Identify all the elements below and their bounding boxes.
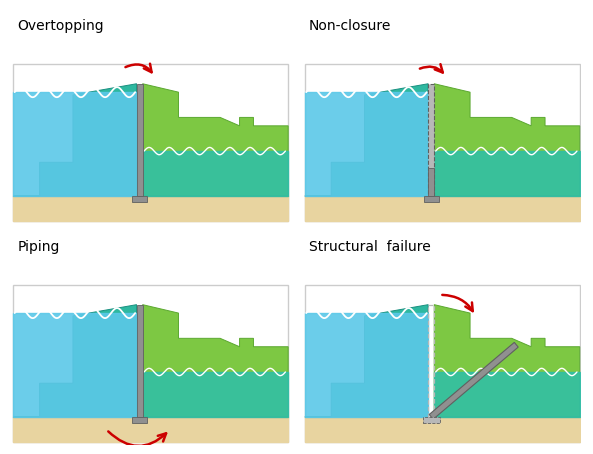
Polygon shape xyxy=(143,84,288,196)
Bar xyxy=(305,417,580,442)
FancyArrowPatch shape xyxy=(109,431,166,446)
Bar xyxy=(423,417,440,423)
Text: Non-closure: Non-closure xyxy=(309,19,391,33)
Polygon shape xyxy=(305,84,428,196)
Bar xyxy=(428,305,434,417)
Bar xyxy=(423,196,439,202)
FancyBboxPatch shape xyxy=(305,64,580,221)
Bar xyxy=(132,196,147,202)
Bar xyxy=(132,417,147,423)
Polygon shape xyxy=(13,305,136,417)
Polygon shape xyxy=(143,372,288,417)
Bar xyxy=(428,168,434,196)
Polygon shape xyxy=(13,313,136,417)
Text: Piping: Piping xyxy=(17,240,60,254)
FancyArrowPatch shape xyxy=(442,295,473,311)
FancyBboxPatch shape xyxy=(13,285,288,442)
FancyArrowPatch shape xyxy=(420,64,443,73)
Bar xyxy=(13,196,288,221)
Polygon shape xyxy=(143,305,288,417)
Polygon shape xyxy=(305,305,428,417)
FancyArrowPatch shape xyxy=(126,64,152,72)
Bar xyxy=(428,84,434,196)
FancyBboxPatch shape xyxy=(305,285,580,442)
Polygon shape xyxy=(143,151,288,196)
Polygon shape xyxy=(429,342,518,419)
FancyBboxPatch shape xyxy=(13,64,288,221)
Polygon shape xyxy=(13,92,136,196)
Bar xyxy=(13,417,288,442)
Text: Structural  failure: Structural failure xyxy=(309,240,431,254)
Bar xyxy=(136,305,143,417)
Polygon shape xyxy=(13,84,136,196)
Bar xyxy=(136,84,143,196)
Polygon shape xyxy=(305,313,428,417)
Text: Overtopping: Overtopping xyxy=(17,19,104,33)
Polygon shape xyxy=(434,305,580,417)
Polygon shape xyxy=(434,84,580,196)
Polygon shape xyxy=(434,372,580,417)
Polygon shape xyxy=(305,92,428,196)
Polygon shape xyxy=(434,151,580,196)
Bar xyxy=(305,196,580,221)
